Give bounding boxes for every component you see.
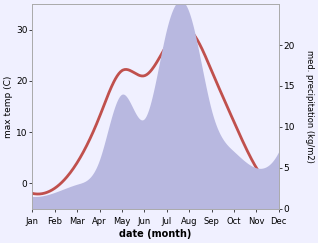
Y-axis label: max temp (C): max temp (C) <box>4 75 13 138</box>
Y-axis label: med. precipitation (kg/m2): med. precipitation (kg/m2) <box>305 50 314 163</box>
X-axis label: date (month): date (month) <box>119 229 192 239</box>
